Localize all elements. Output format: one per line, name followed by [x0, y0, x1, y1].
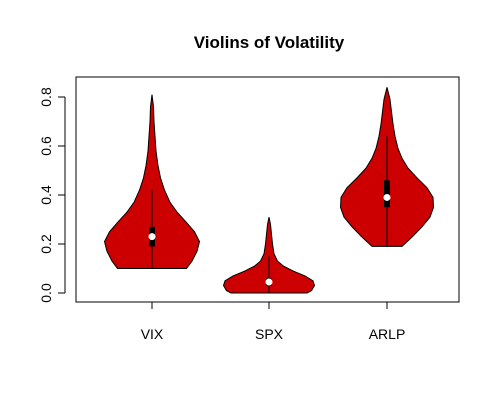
x-axis: VIX SPX ARLP	[141, 301, 406, 342]
y-tick-label: 0.0	[38, 283, 54, 303]
y-tick-label: 0.8	[38, 87, 54, 107]
median-point	[148, 233, 156, 241]
violin-spx	[222, 216, 316, 294]
violin-body	[103, 94, 201, 269]
iqr-box	[384, 180, 390, 208]
median-point	[265, 278, 273, 286]
violin-vix	[103, 94, 201, 269]
median-point	[383, 193, 391, 201]
x-tick-label-vix: VIX	[141, 326, 164, 342]
chart-title: Violins of Volatility	[194, 33, 345, 52]
y-tick-label: 0.4	[38, 185, 54, 205]
violin-arlp	[339, 87, 435, 247]
y-tick-label: 0.2	[38, 234, 54, 254]
y-tick-label: 0.6	[38, 136, 54, 156]
violins-layer	[103, 87, 435, 294]
x-tick-label-arlp: ARLP	[369, 326, 406, 342]
x-tick-label-spx: SPX	[255, 326, 284, 342]
violin-body	[222, 216, 316, 294]
y-axis: 0.0 0.2 0.4 0.6 0.8	[38, 87, 66, 303]
